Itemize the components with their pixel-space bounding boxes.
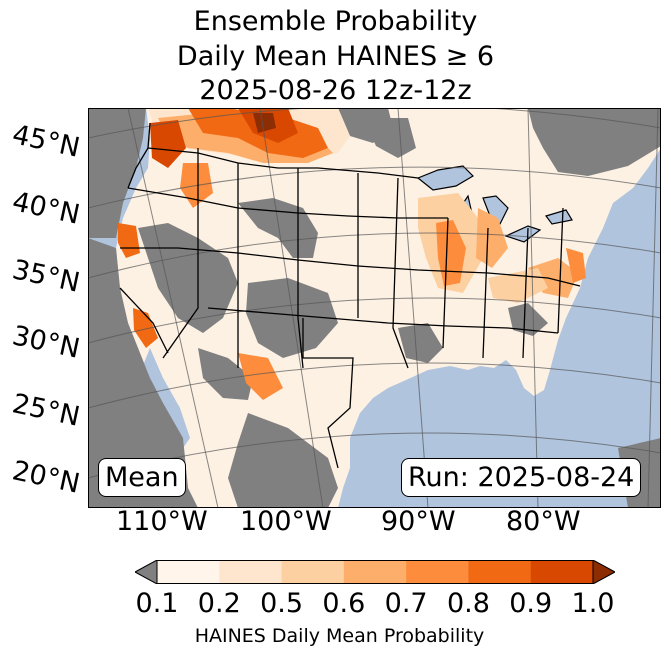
colorbar-tick-label: 0.7 [384, 588, 428, 619]
colorbar-over-arrow [592, 560, 615, 584]
probability-shading [118, 108, 586, 400]
colorbar-label: HAINES Daily Mean Probability [194, 625, 485, 647]
colorbar-tick-label: 0.8 [446, 588, 490, 619]
title-line-3: 2025-08-26 12z-12z [199, 75, 472, 106]
title-line-1: Ensemble Probability [193, 6, 478, 37]
colorbar-segment [157, 560, 220, 584]
lat-label-30: 30°N [9, 320, 83, 365]
lat-label-25: 25°N [9, 388, 83, 433]
lat-label-45: 45°N [9, 119, 83, 164]
colorbar-segment [343, 560, 407, 584]
lon-label-110: 110°W [116, 506, 208, 537]
colorbar-segment [530, 560, 594, 584]
lat-label-35: 35°N [9, 254, 83, 299]
colorbar [135, 560, 615, 584]
colorbar-segment [219, 560, 283, 584]
colorbar-tick-label: 0.6 [322, 588, 366, 619]
state-borders [119, 122, 581, 469]
lat-label-20: 20°N [9, 455, 83, 500]
great-lakes [416, 165, 573, 243]
colorbar-tick-label: 0.1 [135, 588, 179, 619]
colorbar-tick-label: 0.5 [260, 588, 304, 619]
stat-label: Mean [98, 458, 186, 497]
probability-map [88, 108, 661, 508]
lon-label-90: 90°W [381, 506, 456, 537]
lat-label-40: 40°N [9, 186, 83, 231]
colorbar-segment [406, 560, 469, 584]
lon-label-80: 80°W [506, 506, 581, 537]
colorbar-tick-label: 1.0 [571, 588, 615, 619]
lon-label-100: 100°W [240, 506, 332, 537]
nodata-regions [88, 108, 661, 508]
colorbar-segment [281, 560, 345, 584]
graticule [88, 108, 661, 508]
colorbar-under-arrow [135, 560, 158, 584]
run-label: Run: 2025-08-24 [401, 458, 642, 497]
colorbar-tick-label: 0.2 [197, 588, 241, 619]
colorbar-segment [468, 560, 532, 584]
colorbar-tick-label: 0.9 [509, 588, 553, 619]
title-line-2: Daily Mean HAINES ≥ 6 [176, 41, 495, 72]
